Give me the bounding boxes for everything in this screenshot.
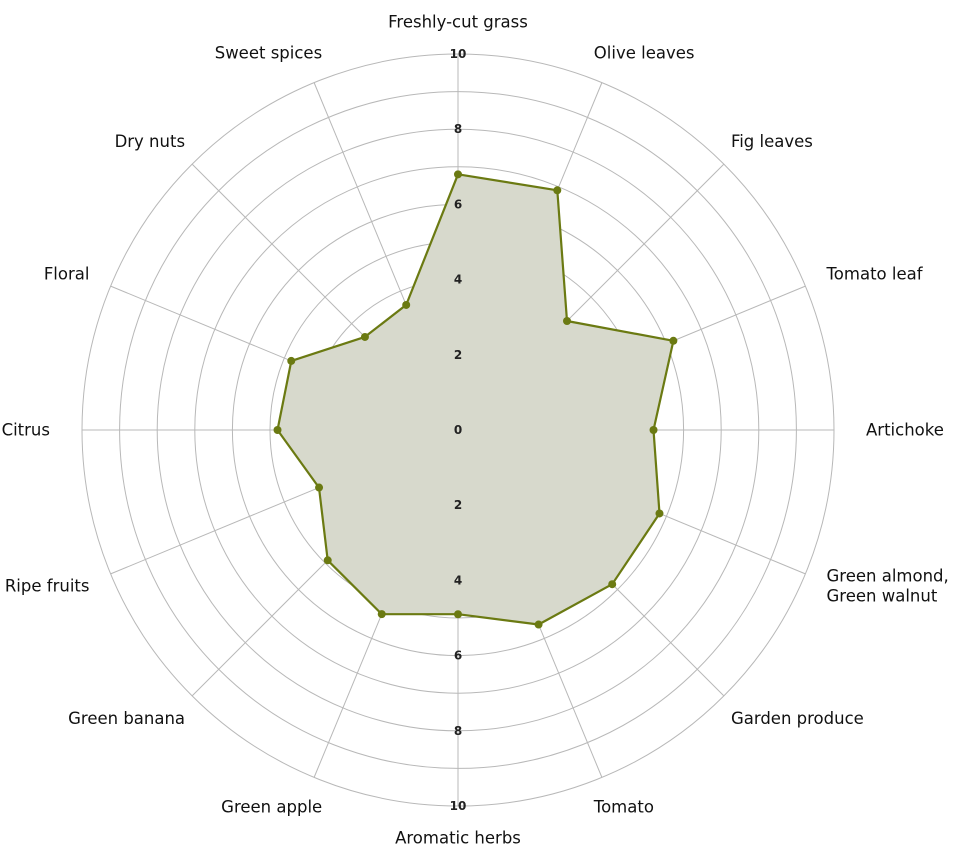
data-point xyxy=(315,483,324,492)
data-point xyxy=(402,300,411,309)
data-point xyxy=(655,509,664,518)
series-layer xyxy=(273,170,678,629)
series-area xyxy=(277,174,674,625)
data-point xyxy=(534,620,543,629)
tick-label: 2 xyxy=(454,498,462,512)
category-label: Tomato xyxy=(593,797,654,816)
data-point xyxy=(649,426,658,434)
tick-label: 2 xyxy=(454,348,462,362)
category-label: Tomato leaf xyxy=(826,264,924,283)
data-point xyxy=(377,610,386,619)
data-point xyxy=(360,332,369,341)
tick-label: 6 xyxy=(454,649,462,663)
category-label: Green almond, Green walnut xyxy=(827,567,949,606)
data-point xyxy=(553,186,562,195)
category-label: Aromatic herbs xyxy=(395,829,521,848)
category-labels: Freshly-cut grass Olive leaves Fig leaves T… xyxy=(2,13,949,848)
data-point xyxy=(454,170,462,179)
data-point xyxy=(454,610,462,619)
tick-label: 4 xyxy=(454,573,462,587)
data-point xyxy=(669,336,678,345)
data-point xyxy=(323,556,332,565)
category-label: Green apple xyxy=(221,797,322,816)
tick-label: 10 xyxy=(450,799,467,813)
category-label: Artichoke xyxy=(866,421,944,440)
category-label: Floral xyxy=(44,264,90,283)
data-point xyxy=(608,580,617,589)
category-label: Citrus xyxy=(2,421,50,440)
category-label: Sweet spices xyxy=(215,44,322,63)
data-point xyxy=(273,426,282,434)
tick-label: 8 xyxy=(454,724,462,738)
tick-label: 6 xyxy=(454,197,462,211)
tick-label: 4 xyxy=(454,273,462,287)
tick-label: 8 xyxy=(454,122,462,136)
tick-label: 10 xyxy=(450,47,467,61)
tick-label: 0 xyxy=(454,423,462,437)
category-label: Ripe fruits xyxy=(5,577,90,596)
category-label: Green banana xyxy=(68,709,185,728)
data-point xyxy=(563,316,572,325)
tick-labels: 2 4 6 8 10 2 4 6 8 10 0 xyxy=(450,47,467,813)
category-label: Freshly-cut grass xyxy=(388,13,528,32)
category-label: Garden produce xyxy=(731,709,864,728)
category-label: Olive leaves xyxy=(594,44,695,63)
category-label: Dry nuts xyxy=(115,132,185,151)
data-point xyxy=(287,356,296,365)
category-label: Fig leaves xyxy=(731,132,813,151)
